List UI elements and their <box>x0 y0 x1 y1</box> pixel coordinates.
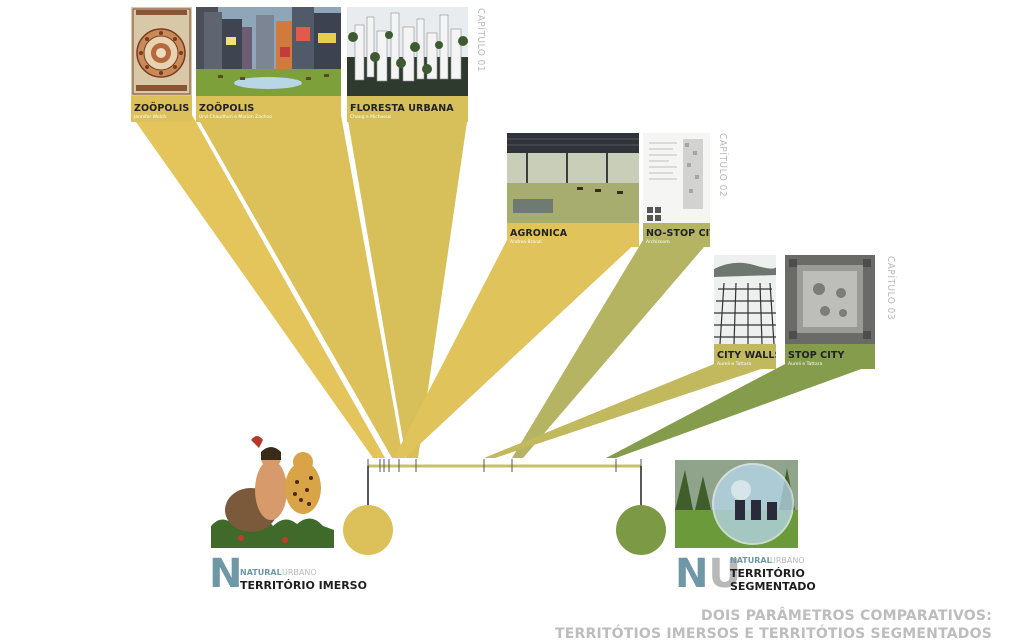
beam-zoopolis-chaudhuri <box>196 115 403 458</box>
card-title: FLORESTA URBANA <box>350 103 454 114</box>
walls-grid-image <box>714 255 776 344</box>
beam-zoopolis-wolch <box>131 115 385 458</box>
tarzan-illustration <box>211 430 334 548</box>
card-title: ZOÖPOLIS <box>134 103 190 114</box>
card-caption: STOP CITY Aureli e Tattara <box>785 348 875 369</box>
footer-line-2: TERRITÓTIOS IMERSOS E TERRITÓTIOS SEGMEN… <box>554 626 992 642</box>
card-caption: NO-STOP CITY Archizoom <box>643 226 710 247</box>
card-title: CITY WALLS <box>717 350 776 361</box>
n-letter: N <box>209 551 243 597</box>
natural-circle <box>343 505 393 555</box>
card-author: Aureli e Tattara <box>717 362 752 367</box>
card-zoopolis-chaudhuri: ZOÖPOLIS Urvi Chaudhuri e Marion Zacheo <box>196 7 341 122</box>
beam-floresta-urbana <box>347 115 468 458</box>
card-title: STOP CITY <box>788 350 845 361</box>
natural-label-left: NATURAL <box>240 568 282 577</box>
greenhouse-field-image <box>507 133 639 223</box>
beam-no-stop-city <box>512 240 710 458</box>
chapter-02-label: CAPÍTULO 02 <box>717 133 728 198</box>
city-plan-image <box>643 133 710 223</box>
footer-line-1: DOIS PARÂMETROS COMPARATIVOS: <box>701 608 992 624</box>
separator-dot: . <box>764 556 767 565</box>
card-agronica: AGRONICA Andrea Branzi <box>507 133 639 247</box>
n-letter: N <box>675 551 709 597</box>
card-caption: ZOÖPOLIS Jennifer Wolch <box>131 101 192 122</box>
mandala-image <box>131 7 192 96</box>
territorio-line: TERRITÓRIO <box>730 567 805 580</box>
bubble-sphere-image <box>675 460 798 548</box>
city-towers-image <box>347 7 468 96</box>
card-floresta-urbana: FLORESTA URBANA Chang e Michaeus <box>347 7 468 122</box>
card-author: Archizoom <box>646 240 670 245</box>
card-title: AGRONICA <box>510 228 568 239</box>
card-author: Aureli e Tattara <box>788 362 823 367</box>
card-title: ZOÖPOLIS <box>199 103 255 114</box>
beam-agronica <box>394 240 639 458</box>
chapter-01-label: CAPÍTULO 01 <box>475 8 486 73</box>
nu-letters: NU <box>675 554 741 594</box>
card-no-stop-city: NO-STOP CITY Archizoom <box>643 133 710 247</box>
territorio-imerso-label: TERRITÓRIO IMERSO <box>240 579 367 592</box>
u-letter: U <box>708 551 741 597</box>
card-city-walls: CITY WALLS Aureli e Tattara <box>714 255 776 369</box>
segmentado-line: SEGMENTADO <box>730 580 816 593</box>
card-author: Jennifer Wolch <box>134 115 167 120</box>
card-stop-city: STOP CITY Aureli e Tattara <box>785 255 875 369</box>
card-author: Chang e Michaeus <box>350 115 392 120</box>
territorio-segmentado-label: TERRITÓRIO SEGMENTADO <box>730 567 816 593</box>
card-caption: AGRONICA Andrea Branzi <box>507 226 639 247</box>
card-caption: FLORESTA URBANA Chang e Michaeus <box>347 101 468 122</box>
card-caption: ZOÖPOLIS Urvi Chaudhuri e Marion Zacheo <box>196 101 341 122</box>
beam-city-walls <box>484 364 776 458</box>
urbano-label-right: URBANO <box>770 556 805 565</box>
card-author: Andrea Branzi <box>510 240 542 245</box>
beam-stop-city <box>606 364 875 458</box>
card-title: NO-STOP CITY <box>646 228 710 239</box>
card-caption: CITY WALLS Aureli e Tattara <box>714 348 776 369</box>
card-author: Urvi Chaudhuri e Marion Zacheo <box>199 115 272 120</box>
natural-urbano-circle <box>616 505 666 555</box>
urbano-label-left: URBANO <box>282 568 317 577</box>
times-square-meadow-image <box>196 7 341 96</box>
card-zoopolis-wolch: ZOÖPOLIS Jennifer Wolch <box>131 7 192 122</box>
square-plan-image <box>785 255 875 344</box>
natural-label-right: NATURAL <box>730 556 772 565</box>
chapter-03-label: CAPÍTULO 03 <box>885 256 896 321</box>
